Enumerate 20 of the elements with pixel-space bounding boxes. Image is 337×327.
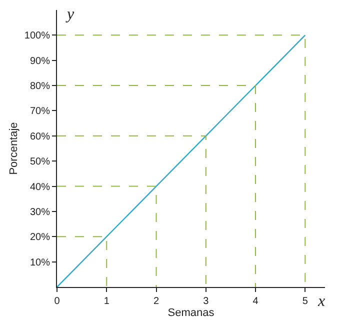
y-tick-label: 100% xyxy=(24,30,50,42)
x-tick-label: 2 xyxy=(153,296,160,307)
y-axis-title: Porcentaje xyxy=(8,122,20,175)
y-tick-label: 50% xyxy=(30,156,50,168)
y-tick-label: 60% xyxy=(30,131,50,142)
y-tick-label: 10% xyxy=(30,257,50,268)
text: x xyxy=(317,293,326,310)
y-tick-label: 80% xyxy=(30,81,50,92)
x-axis-title: Semanas xyxy=(168,307,215,320)
annotation: y xyxy=(65,6,75,23)
x-tick-label: 3 xyxy=(203,296,210,307)
y-tick-label: 70% xyxy=(30,106,50,118)
y-tick-label: 20% xyxy=(30,232,50,244)
x-tick-label: 1 xyxy=(104,296,110,307)
x-tick-label: 5 xyxy=(302,296,308,307)
x-tick-label: 0 xyxy=(54,296,60,307)
y-tick-label: 90% xyxy=(30,56,50,67)
x-tick-label: 4 xyxy=(252,296,259,307)
y-tick-label: 30% xyxy=(30,206,50,218)
y-tick-label: 40% xyxy=(30,182,50,193)
